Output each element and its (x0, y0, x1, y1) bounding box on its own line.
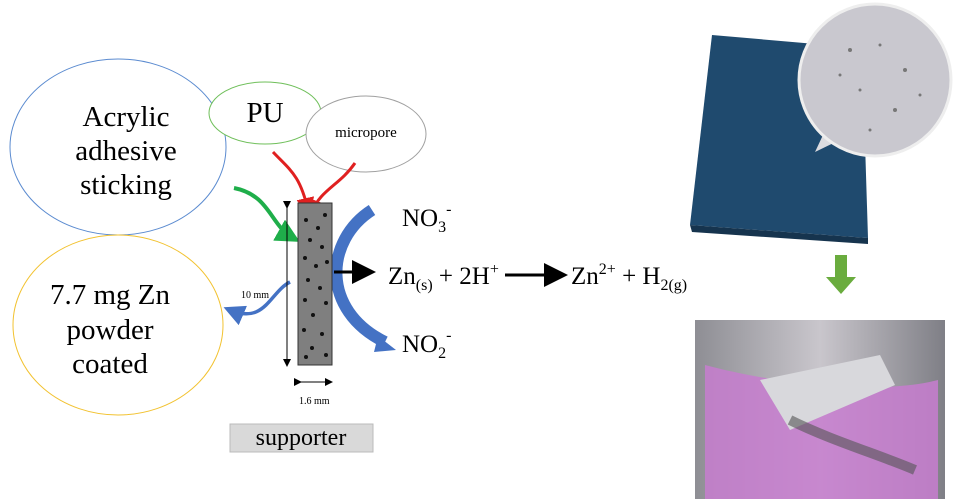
nitrate-base: NO (402, 205, 438, 232)
photo-sample (690, 4, 951, 244)
zinc-line: coated (72, 348, 148, 380)
eq-part: Zn (388, 263, 416, 290)
adhesive-line: Acrylic (83, 101, 170, 133)
micropore-label: micropore (335, 125, 397, 141)
equation-left: Zn(s) + 2H+ (388, 261, 499, 294)
eq-part: 2+ (599, 261, 616, 278)
eq-part: (s) (416, 277, 433, 294)
pu-label: PU (246, 97, 283, 129)
nitrite: NO2- (402, 327, 451, 362)
equation-right: Zn2+ + H2(g) (571, 261, 687, 294)
supporter-label: supporter (256, 425, 347, 451)
nitrite-sup: - (446, 327, 451, 344)
eq-part: 2(g) (660, 277, 687, 294)
eq-part: + H (616, 263, 661, 290)
bubbles: Acrylic adhesive sticking PU micropore 7… (10, 59, 426, 415)
nitrite-sub: 2 (438, 345, 446, 362)
diagram: Acrylic adhesive sticking PU micropore 7… (0, 0, 961, 499)
nitrate: NO3- (402, 201, 451, 236)
width-label: 1.6 mm (299, 396, 330, 407)
adhesive-line: adhesive (75, 135, 176, 167)
supporter-strip: 10 mm 1.6 mm supporter (230, 203, 373, 452)
eq-part: Zn (571, 263, 599, 290)
adhesive-line: sticking (80, 169, 172, 201)
nitrate-sub: 3 (438, 219, 446, 236)
length-label: 10 mm (241, 290, 269, 301)
nitrite-base: NO (402, 331, 438, 358)
eq-part: + 2H (433, 263, 490, 290)
zinc-line: powder (67, 314, 154, 346)
zinc-line: 7.7 mg Zn (50, 279, 171, 311)
nitrate-sup: - (446, 201, 451, 218)
down-arrow (826, 255, 856, 294)
eq-part: + (490, 261, 499, 278)
photo-solution (695, 320, 945, 499)
